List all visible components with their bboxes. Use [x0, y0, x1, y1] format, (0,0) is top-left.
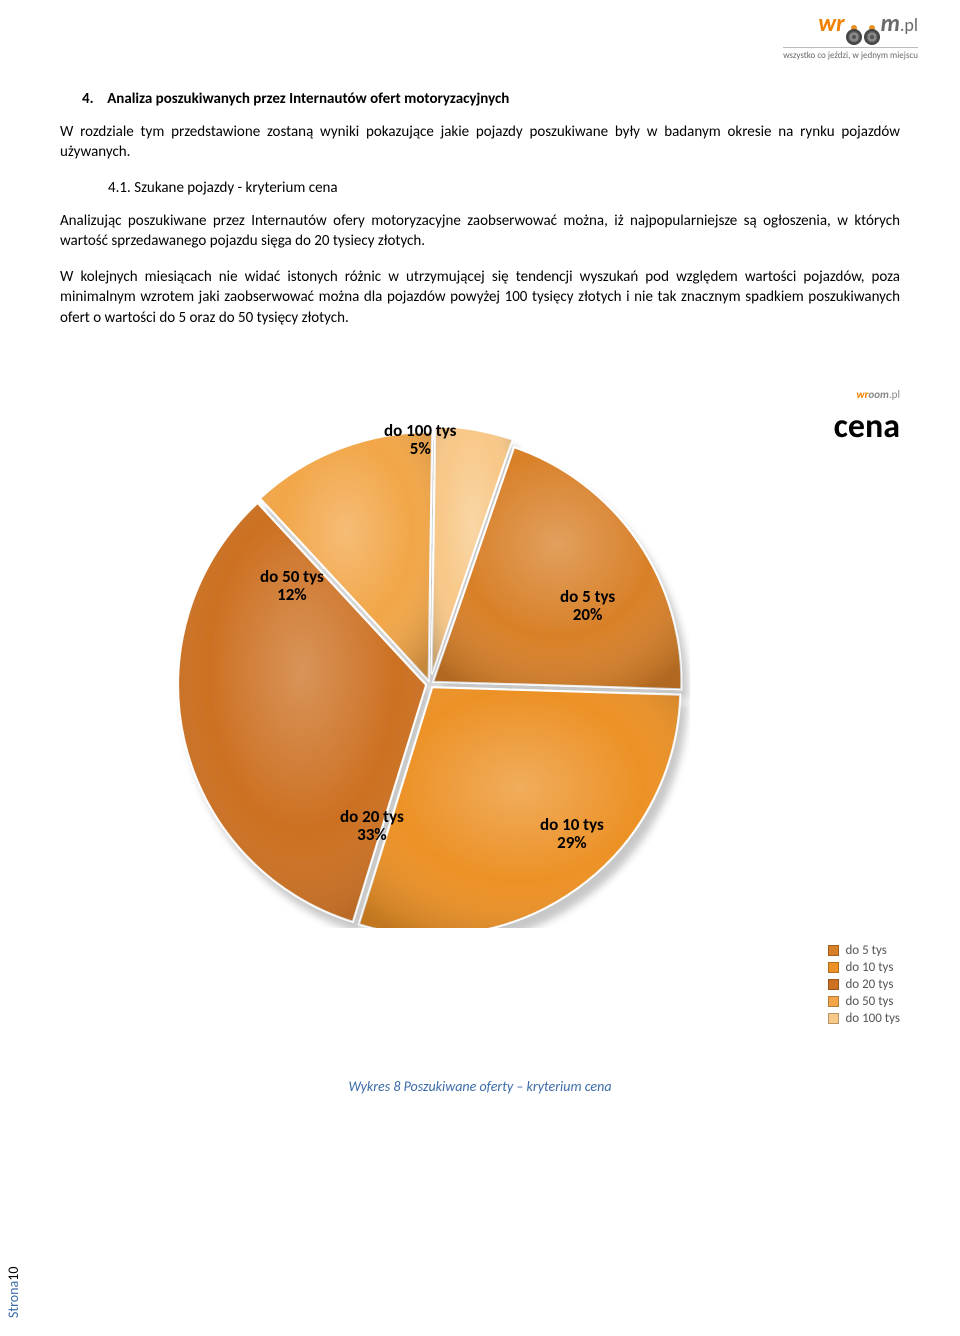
page-number: Strona10 [5, 1267, 22, 1318]
legend-label: do 5 tys [845, 943, 886, 958]
pie-svg-holder: do 5 tys 20% do 10 tys 29% do 20 tys 33%… [170, 428, 690, 928]
slice-label-do100: do 100 tys 5% [384, 422, 456, 459]
chart-legend: do 5 tys do 10 tys do 20 tys do 50 tys do 10… [828, 941, 900, 1028]
chart-caption: Wykres 8 Poszukiwane oferty – kryterium … [60, 1078, 900, 1095]
legend-label: do 100 tys [845, 1011, 900, 1026]
intro-paragraph: W rozdziale tym przedstawione zostaną wy… [60, 122, 900, 163]
logo-text-wr: wr [818, 12, 844, 36]
slice-label-do50: do 50 tys 12% [260, 568, 324, 605]
legend-item-1: do 10 tys [828, 960, 900, 975]
legend-swatch [828, 1013, 839, 1024]
legend-swatch [828, 945, 839, 956]
analysis-paragraph-1: Analizując poszukiwane przez Internautów… [60, 211, 900, 252]
slice-label-do10: do 10 tys 29% [540, 816, 604, 853]
subsection-4-1-heading: 4.1. Szukane pojazdy - kryterium cena [108, 179, 900, 197]
legend-item-3: do 50 tys [828, 994, 900, 1009]
brand-logo: wr m .pl wszystko co jeździ, w jednym mi… [783, 12, 918, 61]
logo-wheel-icon [846, 25, 862, 45]
section-4-heading: 4. Analiza poszukiwanych przez Internaut… [60, 90, 900, 108]
analysis-paragraph-2: W kolejnych miesiącach nie widać istonyc… [60, 267, 900, 328]
legend-swatch [828, 962, 839, 973]
chart-brand-mini: wroom.pl [856, 388, 900, 401]
pie-svg [170, 428, 690, 928]
logo-tagline: wszystko co jeździ, w jednym miejscu [783, 47, 918, 61]
slice-label-do5: do 5 tys 20% [560, 588, 615, 625]
legend-label: do 20 tys [845, 977, 893, 992]
legend-item-0: do 5 tys [828, 943, 900, 958]
slice-label-do20: do 20 tys 33% [340, 808, 404, 845]
legend-label: do 50 tys [845, 994, 893, 1009]
legend-label: do 10 tys [845, 960, 893, 975]
section-number: 4. [82, 90, 94, 108]
subsection-number: 4.1. [108, 179, 131, 197]
legend-swatch [828, 996, 839, 1007]
section-title-text: Analiza poszukiwanych przez Internautów … [107, 90, 509, 108]
legend-item-4: do 100 tys [828, 1011, 900, 1026]
legend-item-2: do 20 tys [828, 977, 900, 992]
price-pie-chart: wroom.pl cena do 5 tys 20% do 10 tys 29%… [60, 388, 900, 1028]
chart-title: cena [834, 406, 900, 447]
logo-text-m: m [881, 12, 900, 36]
logo-text-pl: .pl [900, 16, 918, 34]
legend-swatch [828, 979, 839, 990]
subsection-title-text: Szukane pojazdy - kryterium cena [134, 179, 337, 197]
logo-wheel-icon [864, 25, 880, 45]
